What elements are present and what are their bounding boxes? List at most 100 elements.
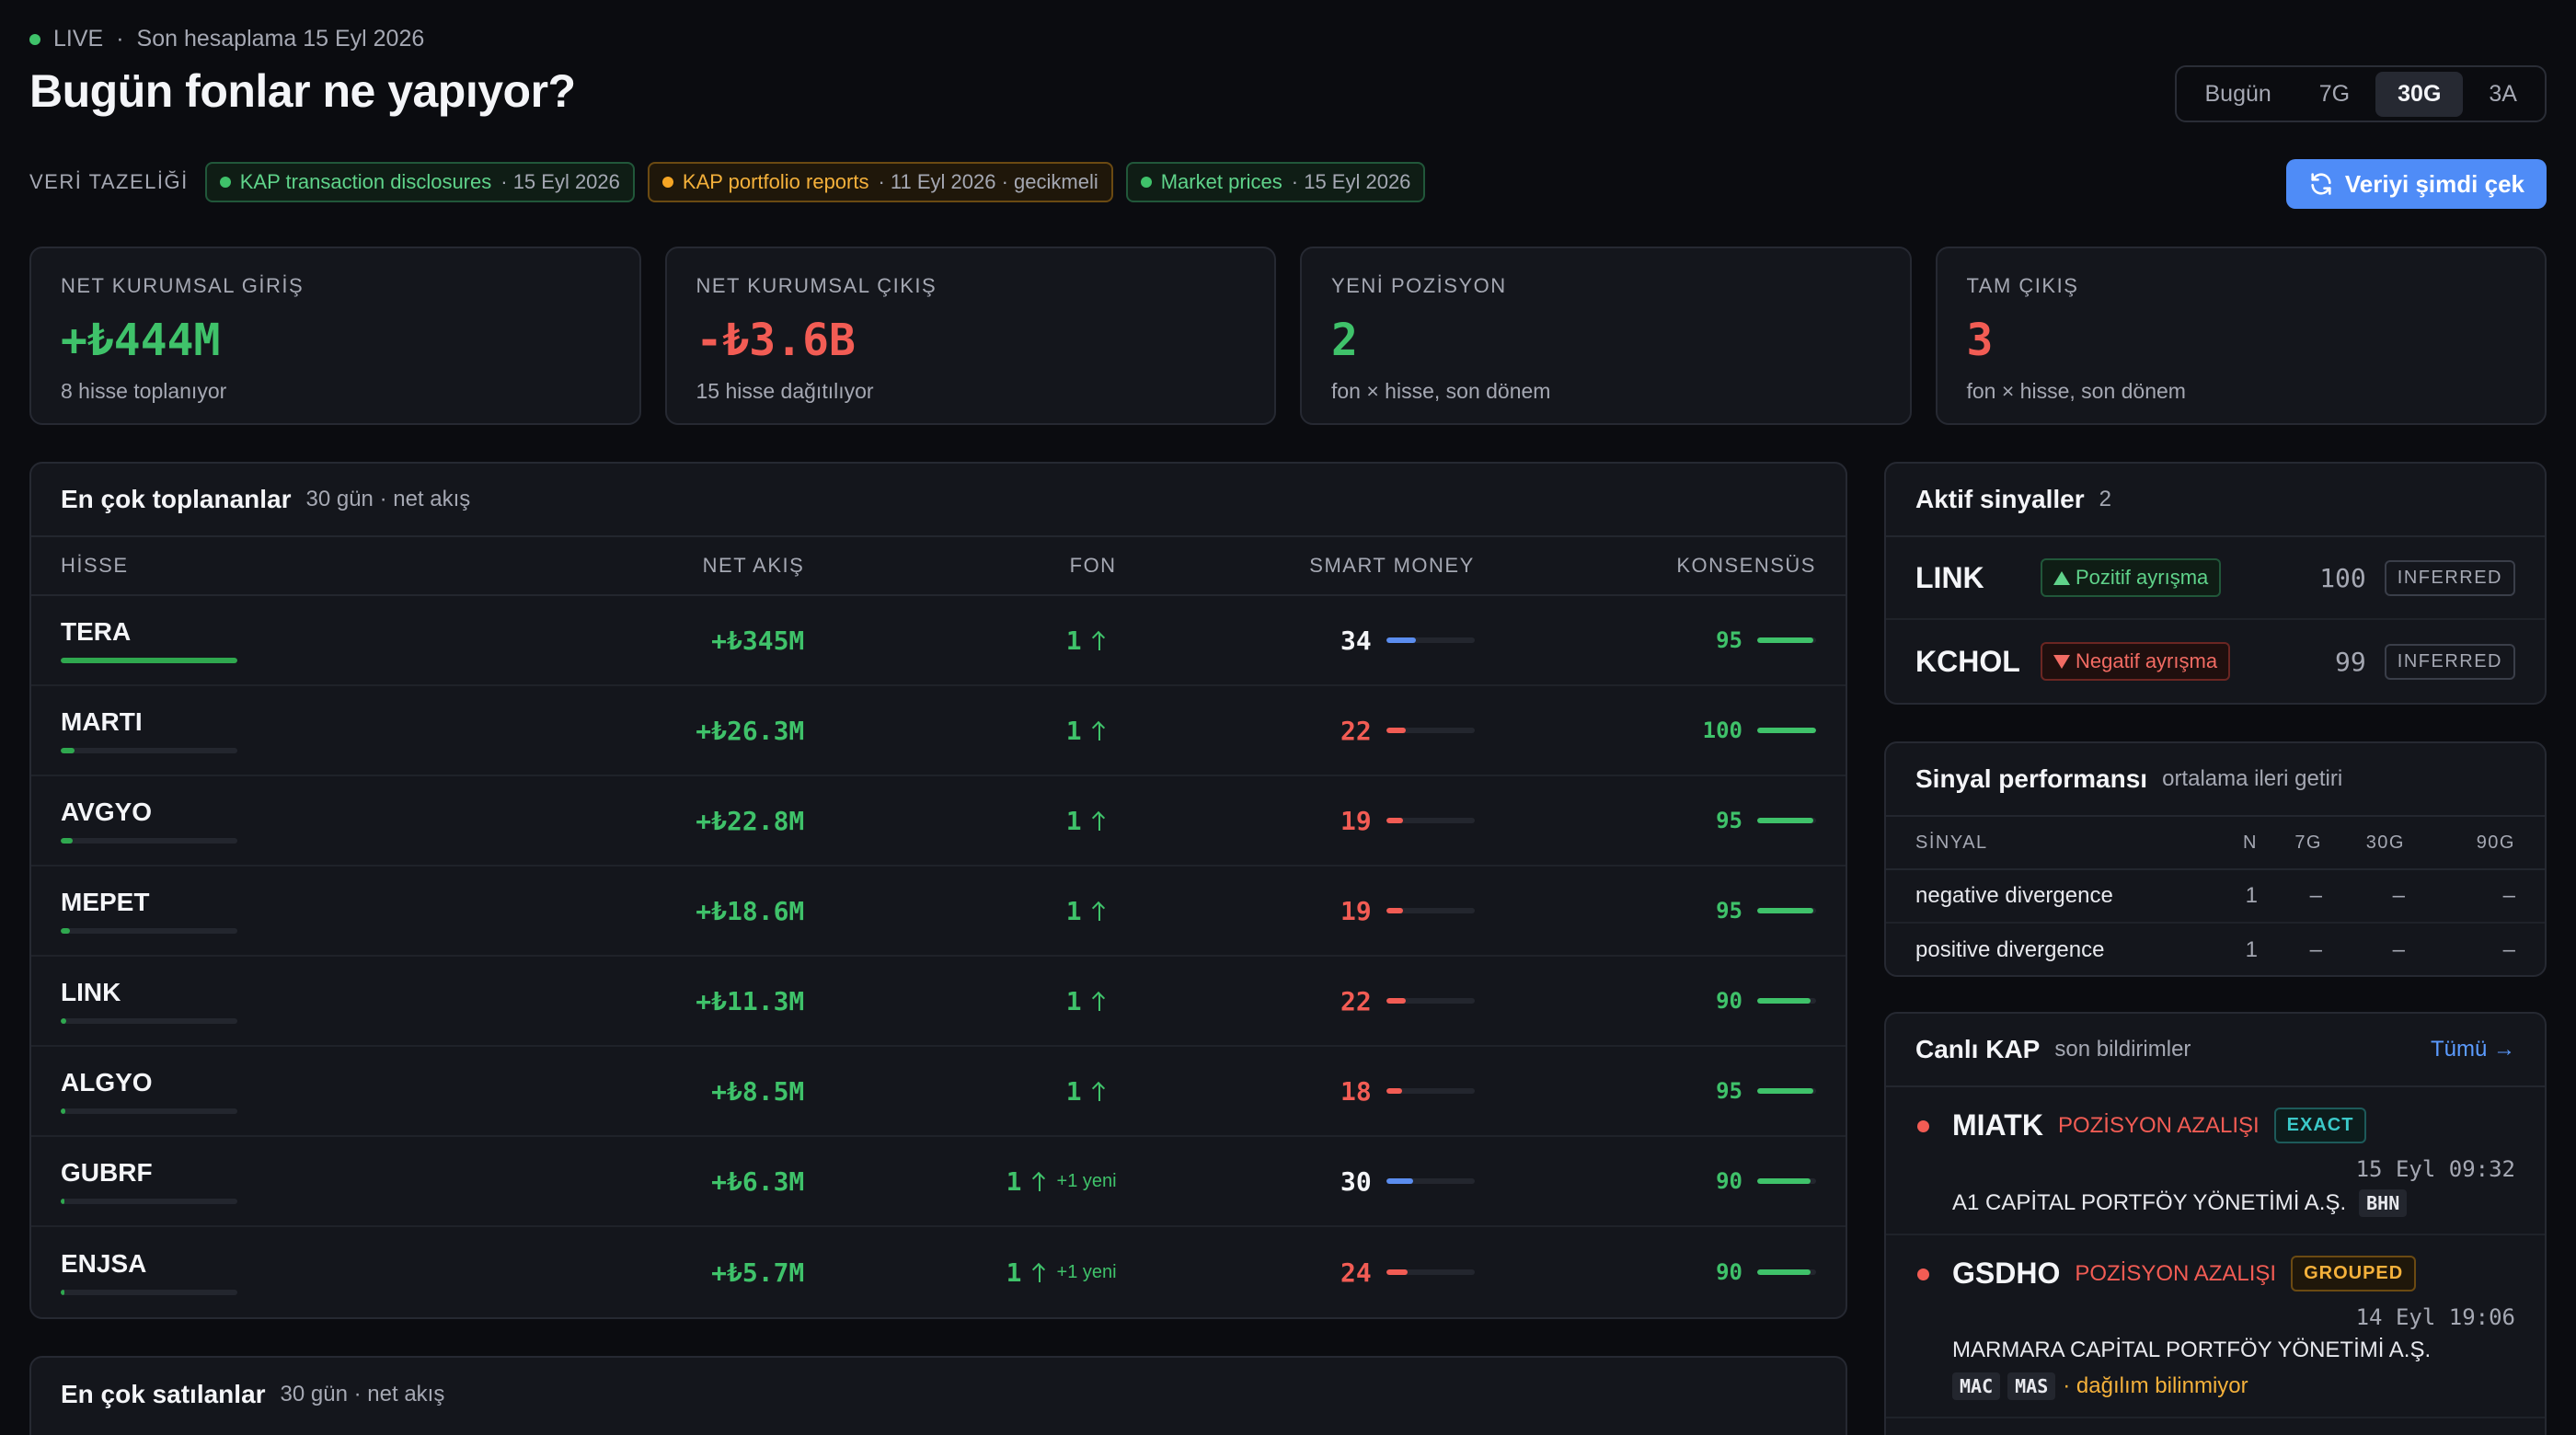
consensus-bar <box>1756 908 1816 913</box>
fund-count-number: 1 <box>1065 805 1082 836</box>
stock-ticker: MARTI <box>61 707 143 736</box>
kap-type: POZİSYON AZALIŞI <box>2075 1260 2277 1286</box>
freshness-chip-transactions: KAP transaction disclosures · 15 Eyl 202… <box>204 162 635 202</box>
table-row[interactable]: TERA +₺345M 1 34 95 <box>31 596 1846 686</box>
signal-n: 1 <box>2245 883 2258 908</box>
inferred-tag: INFERRED <box>2384 643 2515 680</box>
fund-count: 1 +1 yeni <box>1006 1257 1117 1288</box>
signal-ticker: KCHOL <box>1915 644 2020 678</box>
range-tab-today[interactable]: Bugün <box>2204 80 2271 107</box>
status-dot-icon <box>661 177 673 188</box>
signal-row[interactable]: LINK Pozitif ayrışma 100 INFERRED <box>1886 537 2545 620</box>
consensus-score: 100 <box>1702 718 1742 743</box>
consensus-cell: 95 <box>1716 1078 1816 1104</box>
consensus-cell: 90 <box>1716 1259 1816 1285</box>
signal-row[interactable]: KCHOL Negatif ayrışma 99 INFERRED <box>1886 620 2545 703</box>
table-row[interactable]: ALGYO +₺8.5M 1 18 95 <box>31 1047 1846 1137</box>
new-fund-label: +1 yeni <box>1056 1261 1117 1282</box>
net-flow-value: +₺5.7M <box>711 1257 805 1288</box>
table-row[interactable]: MARTI +₺26.3M 1 22 100 <box>31 686 1846 776</box>
kpi-subtext: fon × hisse, son dönem <box>1331 379 1551 403</box>
signal-badge: Pozitif ayrışma <box>2041 558 2222 597</box>
table-row[interactable]: GUBRF +₺6.3M 1 +1 yeni 30 90 <box>31 1137 1846 1227</box>
panel-subtitle: son bildirimler <box>2054 1037 2191 1062</box>
status-dot-icon <box>1140 177 1152 188</box>
flow-share-bar <box>61 928 237 934</box>
fund-count: 1 <box>1066 986 1117 1016</box>
fund-count-number: 1 <box>1065 985 1082 1016</box>
table-row[interactable]: MEPET +₺18.6M 1 19 95 <box>31 867 1846 957</box>
refresh-data-button[interactable]: Veriyi şimdi çek <box>2285 159 2547 209</box>
alert-dot-icon <box>1917 1120 1929 1132</box>
flow-share-bar <box>61 1018 237 1024</box>
kpi-row: NET KURUMSAL GİRİŞ +₺444M 8 hisse toplan… <box>29 247 2547 425</box>
fund-count-number: 1 <box>1065 715 1082 746</box>
kpi-full-exit: TAM ÇIKIŞ 3 fon × hisse, son dönem <box>1935 247 2547 425</box>
column-header-flow[interactable]: NET AKIŞ <box>702 554 805 577</box>
fund-count: 1 <box>1066 896 1117 926</box>
source-name: KAP transaction disclosures <box>239 170 492 193</box>
net-flow-value: +₺345M <box>711 625 805 656</box>
kap-disclosure-item[interactable]: MIATK POZİSYON AZALIŞI EXACT 15 Eyl 09:3… <box>1886 1087 2545 1235</box>
panel-subtitle: 30 gün · net akış <box>280 1382 445 1406</box>
smart-money-bar <box>1386 1269 1475 1275</box>
smart-money-cell: 34 <box>1340 626 1475 656</box>
stock-ticker: GUBRF <box>61 1158 153 1187</box>
panel-subtitle: ortalama ileri getiri <box>2162 766 2343 791</box>
stock-ticker: TERA <box>61 617 132 646</box>
table-row[interactable]: LINK +₺11.3M 1 22 90 <box>31 957 1846 1047</box>
consensus-score: 90 <box>1716 988 1742 1014</box>
smart-money-cell: 24 <box>1340 1257 1475 1288</box>
signal-ticker: LINK <box>1915 560 1984 594</box>
consensus-cell: 95 <box>1716 627 1816 653</box>
consensus-bar <box>1756 728 1816 733</box>
fund-count-number: 1 <box>1065 1075 1082 1107</box>
net-flow-value: +₺22.8M <box>696 805 805 836</box>
source-meta: · 15 Eyl 2026 <box>1291 170 1411 193</box>
status-line: LIVE · Son hesaplama 15 Eyl 2026 <box>29 26 424 52</box>
stock-ticker: LINK <box>61 978 121 1006</box>
smart-money-bar <box>1386 818 1475 823</box>
top-accumulated-panel: En çok toplananlar 30 gün · net akış HİS… <box>29 462 1847 1319</box>
performance-table-header: SİNYAL N 7G 30G 90G <box>1886 817 2545 870</box>
range-selector: Bugün 7G 30G 3A <box>2175 65 2547 122</box>
kap-disclosure-item[interactable]: GSDHO POZİSYON AZALIŞI GROUPED 14 Eyl 19… <box>1886 1235 2545 1418</box>
kap-type: POZİSYON AZALIŞI <box>2057 1112 2260 1138</box>
page-title: Bugün fonlar ne yapıyor? <box>29 65 576 117</box>
consensus-score: 90 <box>1716 1259 1742 1285</box>
smart-money-score: 34 <box>1340 625 1372 656</box>
panel-title: Aktif sinyaller <box>1915 485 2085 513</box>
signal-score: 100 <box>2319 562 2366 593</box>
signal-30g: – <box>2392 937 2405 962</box>
kpi-label: TAM ÇIKIŞ <box>1966 274 2079 297</box>
table-row[interactable]: ENJSA +₺5.7M 1 +1 yeni 24 90 <box>31 1227 1846 1317</box>
fund-count: 1 <box>1066 626 1117 656</box>
column-header-consensus[interactable]: KONSENSÜS <box>1676 554 1816 577</box>
signal-n: 1 <box>2245 937 2258 962</box>
signal-90g: – <box>2502 937 2515 962</box>
triangle-down-icon <box>2053 654 2070 669</box>
range-tab-7g[interactable]: 7G <box>2318 80 2351 107</box>
range-tab-30g[interactable]: 30G <box>2375 71 2464 117</box>
freshness-chip-prices: Market prices · 15 Eyl 2026 <box>1125 162 1426 202</box>
new-fund-label: +1 yeni <box>1056 1170 1117 1191</box>
smart-money-score: 22 <box>1340 715 1372 746</box>
fund-count: 1 <box>1066 806 1117 836</box>
smart-money-cell: 19 <box>1340 806 1475 836</box>
table-row[interactable]: AVGYO +₺22.8M 1 19 95 <box>31 776 1846 867</box>
kpi-label: NET KURUMSAL ÇIKIŞ <box>696 274 937 297</box>
panel-header: En çok satılanlar 30 gün · net akış <box>31 1358 1846 1431</box>
consensus-bar <box>1756 818 1816 823</box>
column-header-fund[interactable]: FON <box>1069 554 1117 577</box>
column-header-smart-money[interactable]: SMART MONEY <box>1309 554 1475 577</box>
consensus-score: 90 <box>1716 1168 1742 1194</box>
range-tab-3a[interactable]: 3A <box>2489 80 2517 107</box>
arrow-up-icon <box>1031 1262 1048 1282</box>
column-header-stock[interactable]: HİSSE <box>61 554 129 577</box>
kap-time: 14 Eyl 19:06 <box>2355 1304 2515 1330</box>
kpi-net-outflow: NET KURUMSAL ÇIKIŞ -₺3.6B 15 hisse dağıt… <box>664 247 1276 425</box>
view-all-link[interactable]: Tümü → <box>2430 1037 2515 1062</box>
column-header-30g: 30G <box>2365 832 2405 853</box>
flow-share-bar <box>61 838 237 844</box>
smart-money-score: 30 <box>1340 1165 1372 1197</box>
